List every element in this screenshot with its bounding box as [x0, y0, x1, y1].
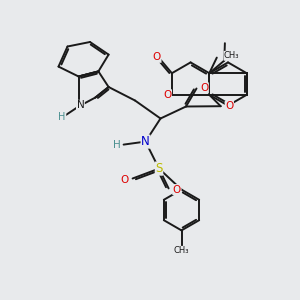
Text: N: N — [76, 100, 84, 110]
Text: CH₃: CH₃ — [224, 51, 239, 60]
Text: H: H — [113, 140, 121, 150]
Text: O: O — [120, 175, 128, 185]
Text: O: O — [225, 101, 233, 111]
Text: S: S — [155, 162, 163, 175]
Text: O: O — [200, 83, 208, 93]
Text: N: N — [141, 135, 150, 148]
Text: H: H — [58, 112, 66, 122]
Text: CH₃: CH₃ — [174, 246, 189, 255]
Text: O: O — [173, 184, 181, 195]
Text: O: O — [163, 90, 172, 100]
Text: O: O — [153, 52, 161, 62]
